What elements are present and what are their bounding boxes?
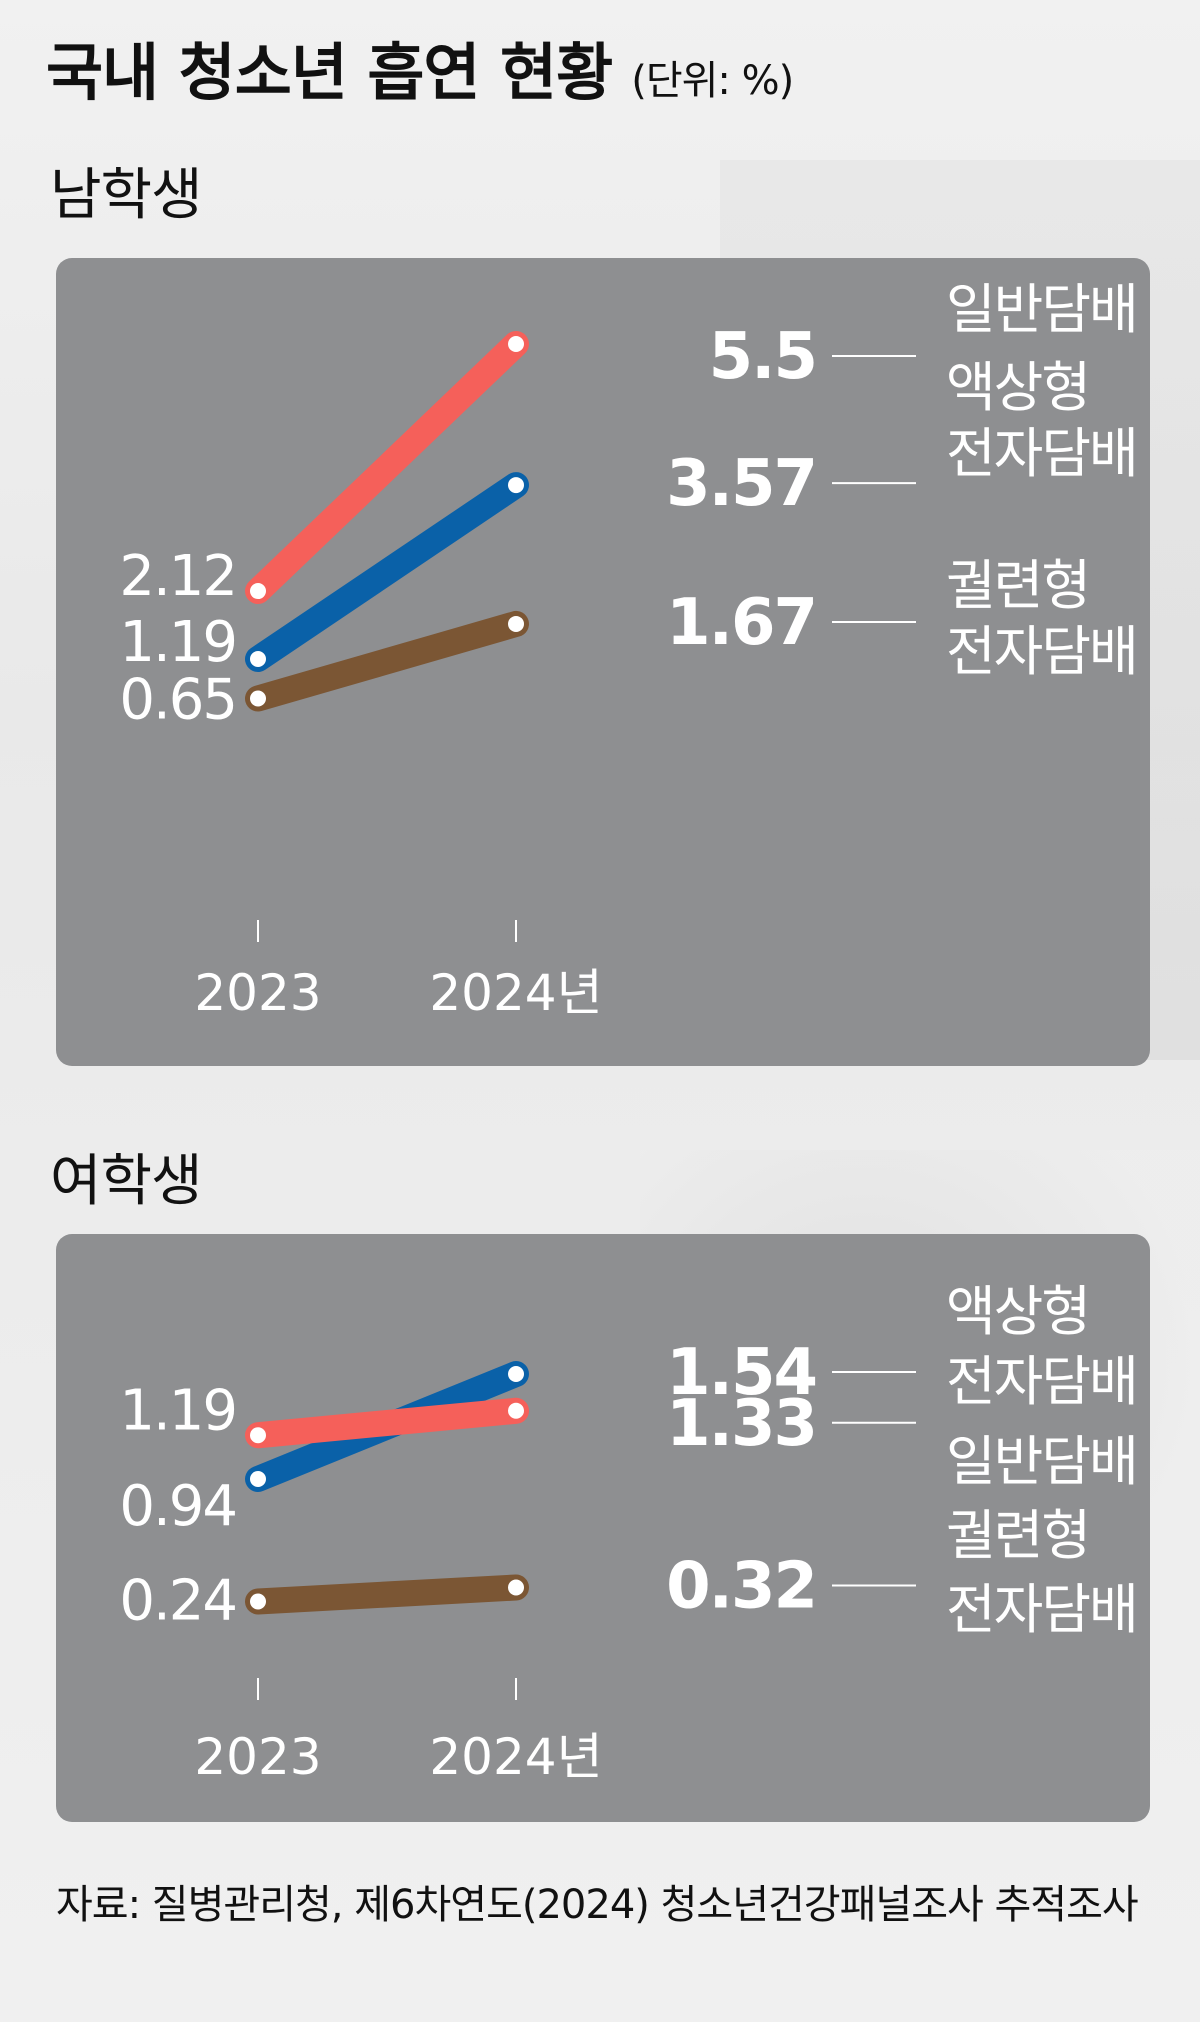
legend-entry: 궐련형 <box>946 1504 1089 1567</box>
data-point <box>508 477 524 494</box>
legend-entry: 액상형 <box>946 1280 1089 1343</box>
series-line <box>245 1574 529 1615</box>
data-point <box>250 651 266 668</box>
data-point <box>508 1366 524 1382</box>
data-label-2024: 0.32 <box>666 1550 816 1624</box>
data-label-2024: 3.57 <box>666 447 816 521</box>
data-point <box>508 1402 524 1419</box>
x-axis-tick-label: 2024년 <box>429 1728 602 1786</box>
series-line <box>245 610 529 712</box>
legend-entry: 일반담배 <box>946 278 1137 341</box>
data-point <box>250 1471 266 1487</box>
legend-entry: 일반담배 <box>946 1430 1137 1493</box>
legend-entry: 궐련형 <box>946 554 1089 617</box>
legend-entry: 전자담배 <box>946 1350 1137 1413</box>
data-point <box>250 1427 266 1444</box>
legend-entry: 전자담배 <box>946 1578 1137 1641</box>
data-point <box>508 336 524 352</box>
data-point <box>250 690 266 707</box>
data-point <box>250 583 266 600</box>
legend-entry: 전자담배 <box>946 620 1137 683</box>
source-note: 자료: 질병관리청, 제6차연도(2024) 청소년건강패널조사 추적조사 <box>56 1882 1139 1928</box>
data-label-2023: 0.24 <box>119 1569 236 1634</box>
data-label-2023: 2.12 <box>119 544 236 609</box>
data-label-2024: 1.33 <box>666 1387 816 1461</box>
series-line <box>245 472 529 673</box>
data-label-2024: 1.67 <box>666 586 816 660</box>
data-label-2023: 0.94 <box>119 1474 236 1539</box>
x-axis-tick-label: 2023 <box>194 964 321 1022</box>
series-line <box>245 1397 529 1449</box>
legend-entry: 전자담배 <box>946 422 1137 485</box>
data-point <box>508 1579 524 1596</box>
chart-title: 국내 청소년 흡연 현황 <box>46 36 613 109</box>
data-label-2023: 0.65 <box>119 667 236 732</box>
panel-title-female: 여학생 <box>50 1149 203 1214</box>
data-label-2024: 1.54 <box>666 1336 816 1410</box>
data-label-2023: 1.19 <box>119 610 236 675</box>
data-label-2024: 5.5 <box>709 320 816 394</box>
chart-title-block: 국내 청소년 흡연 현황 (단위: %) <box>46 22 794 112</box>
legend-entry: 액상형 <box>946 356 1089 419</box>
chart-svg-male: 2023 2024년2.125.5일반담배1.193.57액상형전자담배0.651… <box>119 278 1138 1022</box>
data-label-2023: 1.19 <box>119 1378 236 1443</box>
data-point <box>250 1593 266 1610</box>
x-axis-tick-label: 2024년 <box>429 964 602 1022</box>
x-axis-tick-label: 2023 <box>194 1728 321 1786</box>
data-point <box>508 615 524 632</box>
panel-title-male: 남학생 <box>50 163 203 228</box>
unit-label: (단위: %) <box>631 58 794 104</box>
chart-panel-male: 2023 2024년 2.12 5.5 일반담배 1.19 3.57 액상형 전자담배 0.65 1… <box>56 258 1150 1066</box>
series-line <box>245 331 529 605</box>
